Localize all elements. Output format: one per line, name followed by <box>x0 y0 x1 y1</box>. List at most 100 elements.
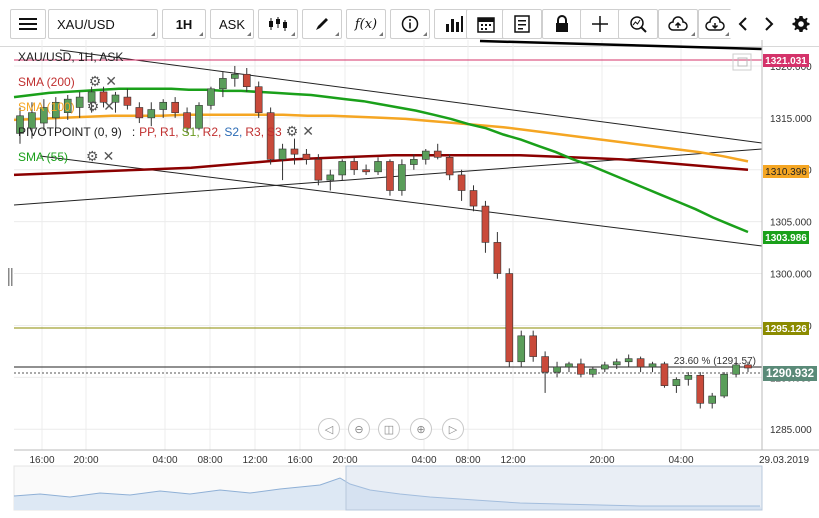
candle <box>135 102 144 124</box>
legend-sma100: SMA (100) ⚙ ✕ <box>18 98 115 115</box>
nav-next-button[interactable]: ▷ <box>442 418 464 440</box>
sma200-gear-icon[interactable]: ⚙ <box>88 73 102 89</box>
candle-body <box>40 107 48 124</box>
candle-body <box>708 395 716 404</box>
candle-body <box>350 161 358 171</box>
price-labels: 1321.031 1310.396 1303.986 1295.126 1290… <box>674 54 817 381</box>
candle <box>469 185 478 212</box>
candle <box>493 232 502 279</box>
settings-button[interactable] <box>786 9 816 39</box>
symbol-label: XAU/USD <box>57 16 115 32</box>
candle-body <box>266 112 275 160</box>
candle-body <box>648 363 657 368</box>
drawing-tools-button[interactable] <box>302 9 342 39</box>
calendar-icon <box>477 17 495 33</box>
candle <box>386 159 394 196</box>
current-price-label-bg <box>763 366 817 381</box>
candle <box>433 143 442 160</box>
sma100-label: 1310.396 <box>765 167 807 178</box>
x-tick-label: 20:00 <box>332 455 357 466</box>
expand-icon[interactable] <box>732 53 752 71</box>
scroll-left-button[interactable] <box>730 9 756 39</box>
candle <box>732 361 740 378</box>
candle <box>123 88 132 110</box>
candle <box>231 65 239 87</box>
trendline-lower-channel <box>39 155 763 247</box>
pivot-level-label: S1, <box>181 124 200 139</box>
sma55-line <box>13 87 749 234</box>
nav-prev-button[interactable]: ◁ <box>318 418 340 440</box>
crosshair-button[interactable] <box>580 9 620 39</box>
candle-body <box>696 374 705 404</box>
chart-toolbar: XAU/USD 1H ASK f(x) <box>0 0 819 47</box>
candle-body <box>28 112 36 129</box>
candle <box>290 138 299 165</box>
pivot-level-label: PP, <box>139 124 157 139</box>
lock-button[interactable] <box>542 9 582 39</box>
nav-reset-button[interactable]: ◫ <box>378 418 400 440</box>
candle-body <box>314 159 323 181</box>
candle <box>672 377 681 393</box>
candle <box>744 361 752 373</box>
candle-body <box>183 112 191 129</box>
top-line-label-bg <box>763 54 809 67</box>
navigator-window[interactable] <box>345 465 763 511</box>
timeframe-selector[interactable]: 1H <box>162 9 206 39</box>
legend-header-text: XAU/USD, 1H, ASK <box>18 50 124 64</box>
sma100-label-bg <box>763 165 809 178</box>
info-button[interactable] <box>390 9 430 39</box>
sma100-close-icon[interactable]: ✕ <box>103 98 115 114</box>
candle-body <box>612 361 621 366</box>
reset-icon: ◫ <box>383 423 395 436</box>
sma55-legend-label: SMA (55) <box>18 149 69 164</box>
sma100-legend-label: SMA (100) <box>18 99 75 114</box>
pivot-close-icon[interactable]: ✕ <box>302 123 315 139</box>
trendline-upper-channel <box>59 49 763 144</box>
pivot-gear-icon[interactable]: ⚙ <box>285 123 299 139</box>
timeframe-label: 1H <box>175 16 193 32</box>
sma100-gear-icon[interactable]: ⚙ <box>86 98 100 114</box>
candle <box>708 392 716 409</box>
upload-button[interactable] <box>658 9 698 39</box>
candle-body <box>445 156 454 176</box>
x-tick-label: 16:00 <box>29 455 54 466</box>
zoom-button[interactable] <box>618 9 658 39</box>
candle <box>362 164 370 175</box>
sma55-gear-icon[interactable]: ⚙ <box>86 148 99 164</box>
x-tick-label: 04:00 <box>668 455 693 466</box>
x-tick-label: 04:00 <box>152 455 177 466</box>
download-button[interactable] <box>698 9 732 39</box>
x-tick-label: 12:00 <box>500 455 525 466</box>
nav-zoom-in-button[interactable]: ⊕ <box>410 418 432 440</box>
news-button[interactable] <box>502 9 542 39</box>
chart-type-button[interactable] <box>258 9 298 39</box>
time-axis: 16:00 20:00 04:00 08:00 12:00 16:00 20:00 04:00… <box>29 455 809 466</box>
candle <box>87 86 96 113</box>
nav-zoom-out-button[interactable]: ⊖ <box>348 418 370 440</box>
candle-body <box>87 91 96 103</box>
trendlines <box>13 39 763 374</box>
candle-body <box>398 164 406 191</box>
info-icon <box>401 15 419 33</box>
indicators-button[interactable]: f(x) <box>346 9 386 39</box>
candle <box>696 372 705 409</box>
candle <box>648 361 657 373</box>
x-tick-label: 12:00 <box>242 455 267 466</box>
sma55-close-icon[interactable]: ✕ <box>102 148 115 164</box>
candle-body <box>410 159 418 165</box>
price-type-selector[interactable]: ASK <box>210 9 254 39</box>
cloud-upload-icon <box>668 16 688 31</box>
trendline-top-black <box>479 39 763 51</box>
candle-body <box>577 363 585 375</box>
navigator[interactable] <box>13 465 763 511</box>
sma200-close-icon[interactable]: ✕ <box>105 73 117 89</box>
hamburger-menu-icon[interactable] <box>10 9 46 39</box>
pivot-level-label: R3, <box>245 124 265 139</box>
candle <box>374 157 382 175</box>
drag-handle-icon[interactable] <box>8 268 13 286</box>
cloud-download-icon <box>705 16 725 31</box>
scroll-right-button[interactable] <box>756 9 782 39</box>
symbol-selector[interactable]: XAU/USD <box>48 9 158 39</box>
candle-body <box>147 109 156 119</box>
